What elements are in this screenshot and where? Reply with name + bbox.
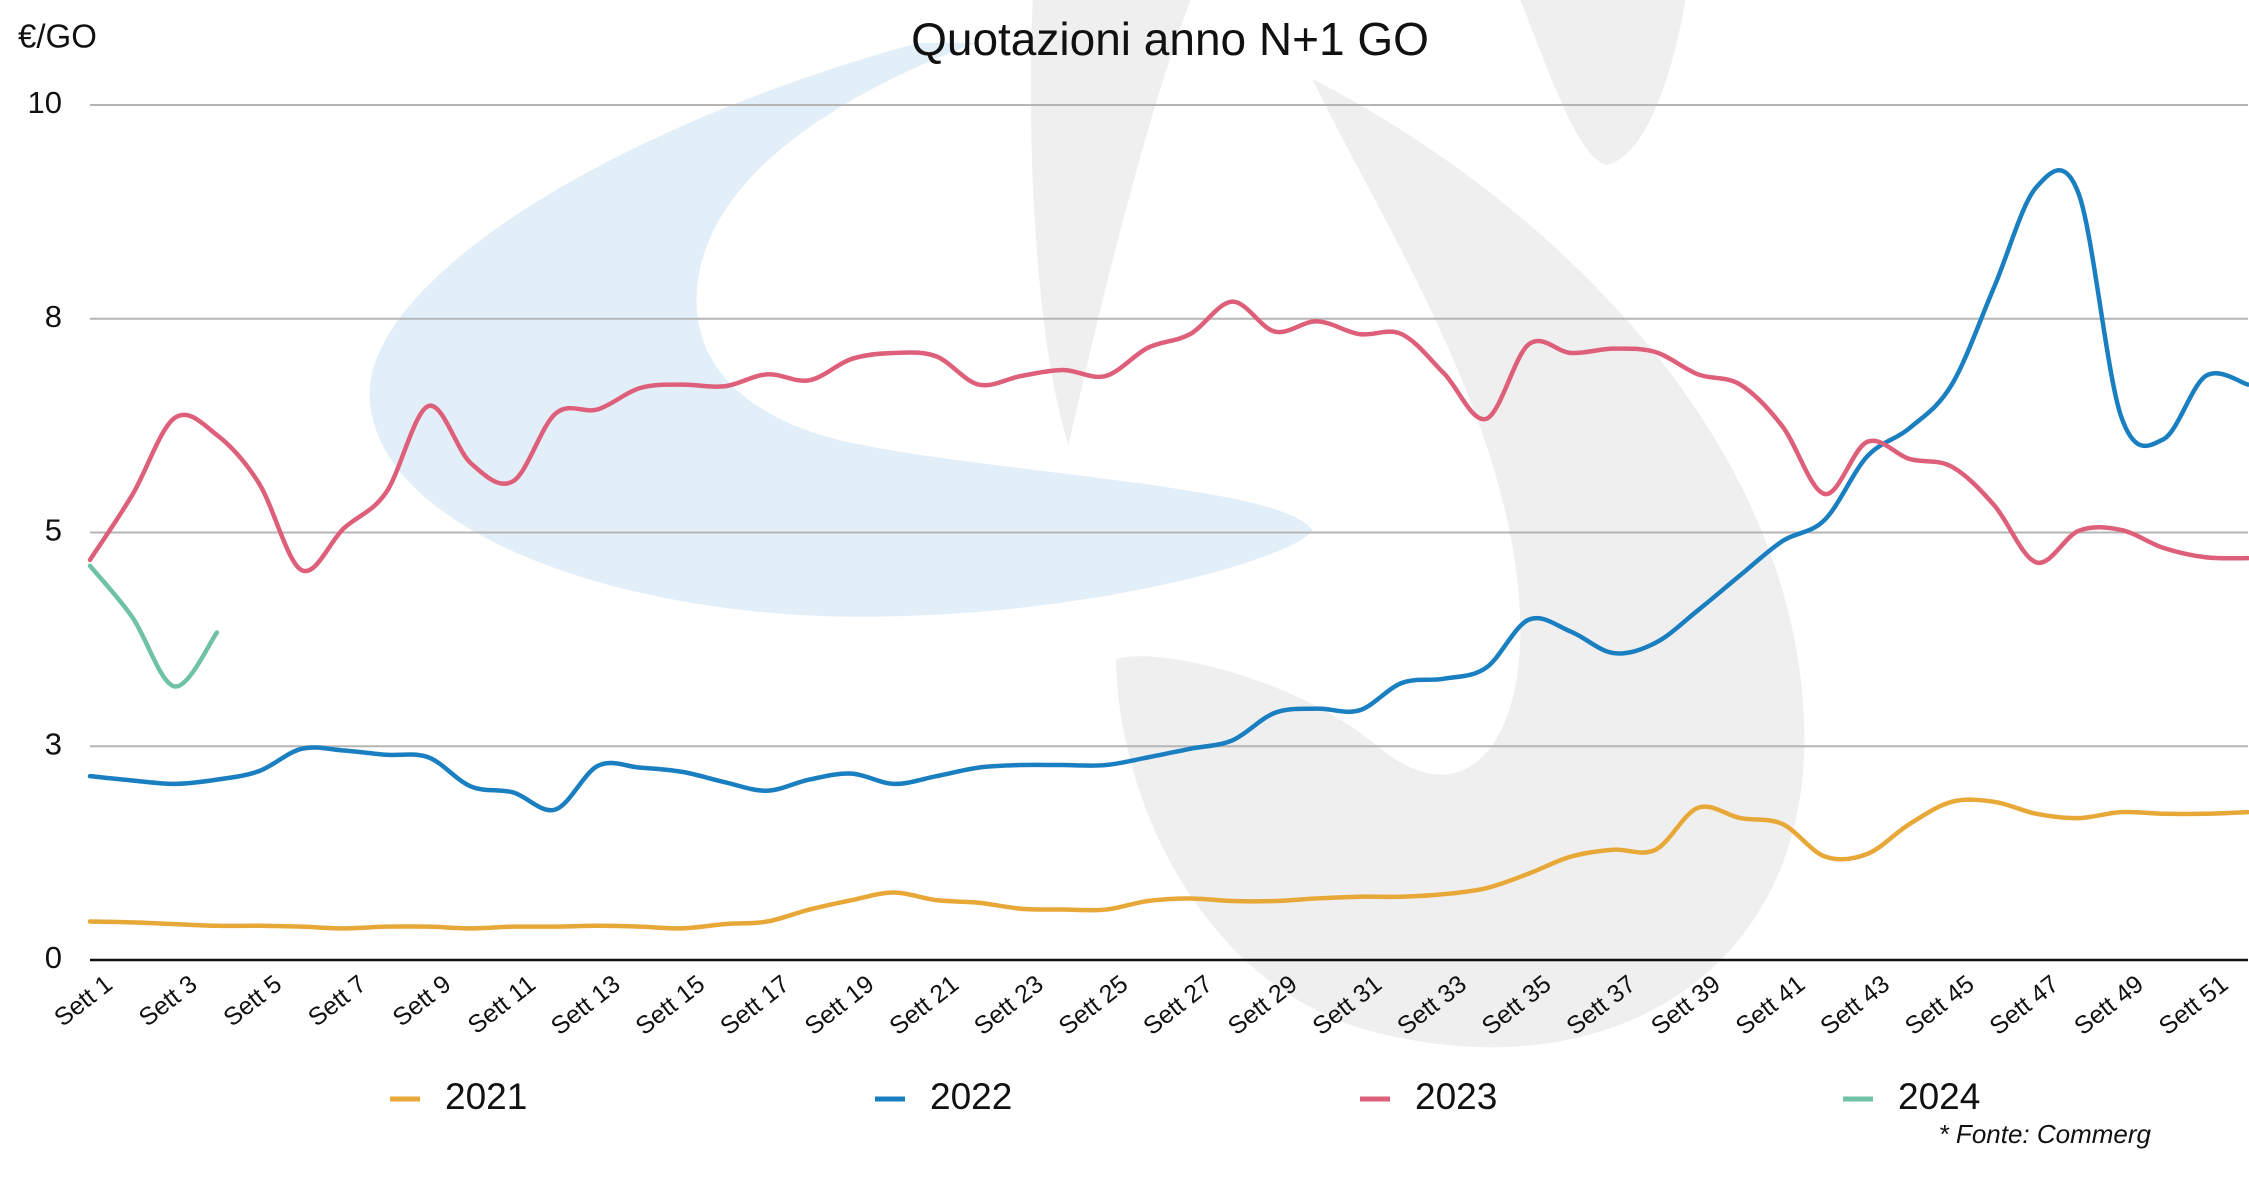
x-tick-label: Sett 9	[388, 970, 457, 1032]
x-tick-label: Sett 51	[2154, 970, 2234, 1041]
footnote: * Fonte: Commerg	[1939, 1119, 2152, 1149]
x-tick-label: Sett 5	[218, 970, 287, 1032]
x-tick-label: Sett 21	[884, 970, 964, 1041]
y-tick-label: 3	[45, 726, 62, 761]
legend-label: 2023	[1415, 1076, 1497, 1117]
x-tick-label: Sett 27	[1138, 970, 1218, 1041]
x-tick-label: Sett 29	[1223, 970, 1303, 1041]
x-tick-label: Sett 49	[2069, 970, 2149, 1041]
x-tick-label: Sett 1	[49, 970, 118, 1032]
watermark	[369, 0, 1805, 1048]
x-tick-label: Sett 45	[1900, 970, 1980, 1041]
series-line	[87, 299, 2249, 574]
x-tick-label: Sett 17	[715, 970, 795, 1041]
x-tick-label: Sett 43	[1815, 970, 1895, 1041]
x-tick-label: Sett 13	[546, 970, 626, 1041]
x-tick-label: Sett 23	[969, 970, 1049, 1041]
x-tick-label: Sett 3	[134, 970, 203, 1032]
y-tick-label: 5	[45, 513, 62, 548]
x-tick-label: Sett 15	[630, 970, 710, 1041]
y-axis-label: €/GO	[18, 18, 97, 55]
y-tick-label: 8	[45, 299, 62, 334]
x-tick-label: Sett 7	[303, 970, 372, 1032]
watermark-gray	[1030, 0, 1191, 445]
legend-label: 2022	[930, 1076, 1012, 1117]
watermark-blue	[369, 43, 1313, 617]
series-line	[87, 797, 2249, 931]
legend-label: 2024	[1898, 1076, 1980, 1117]
x-tick-label: Sett 41	[1731, 970, 1811, 1041]
series-line	[87, 563, 220, 689]
x-tick-label: Sett 19	[800, 970, 880, 1041]
x-tick-label: Sett 25	[1054, 970, 1134, 1041]
y-tick-label: 10	[28, 85, 62, 120]
legend-label: 2021	[445, 1076, 527, 1117]
y-tick-label: 0	[45, 940, 62, 975]
watermark-gray	[1520, 0, 1686, 165]
x-tick-label: Sett 47	[1985, 970, 2065, 1041]
x-tick-label: Sett 11	[463, 970, 541, 1040]
chart-title: Quotazioni anno N+1 GO	[911, 13, 1429, 65]
series-line	[87, 168, 2249, 813]
watermark-gray	[1115, 78, 1805, 1048]
